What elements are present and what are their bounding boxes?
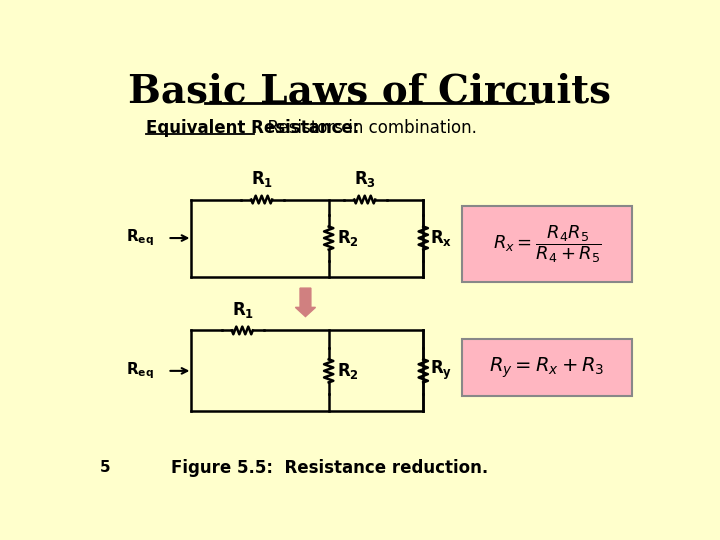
Text: Equivalent Resistance:: Equivalent Resistance: — [145, 119, 359, 137]
Text: $\mathbf{R_{eq}}$: $\mathbf{R_{eq}}$ — [126, 228, 153, 248]
Text: $\mathbf{R_3}$: $\mathbf{R_3}$ — [354, 169, 376, 189]
Text: 5: 5 — [100, 460, 111, 475]
Text: $\mathbf{R_1}$: $\mathbf{R_1}$ — [232, 300, 253, 320]
Text: $\mathit{R_x = \dfrac{R_4 R_5}{R_4 + R_5}}$: $\mathit{R_x = \dfrac{R_4 R_5}{R_4 + R_5… — [492, 223, 601, 265]
FancyArrow shape — [295, 288, 315, 316]
Text: Figure 5.5:  Resistance reduction.: Figure 5.5: Resistance reduction. — [171, 458, 489, 476]
Text: $\mathbf{R_x}$: $\mathbf{R_x}$ — [431, 228, 453, 248]
Text: $\mathbf{R_2}$: $\mathbf{R_2}$ — [337, 361, 359, 381]
Text: $\mathbf{R_1}$: $\mathbf{R_1}$ — [251, 169, 273, 189]
FancyBboxPatch shape — [462, 339, 631, 396]
Text: $\mathbf{R_y}$: $\mathbf{R_y}$ — [431, 359, 453, 382]
FancyBboxPatch shape — [462, 206, 631, 282]
Text: Basic Laws of Circuits: Basic Laws of Circuits — [127, 73, 611, 111]
Text: $\mathit{R_y = R_x + R_3}$: $\mathit{R_y = R_x + R_3}$ — [489, 355, 605, 380]
Text: Resistors in combination.: Resistors in combination. — [256, 119, 477, 137]
Text: $\mathbf{R_2}$: $\mathbf{R_2}$ — [337, 228, 359, 248]
Text: $\mathbf{R_{eq}}$: $\mathbf{R_{eq}}$ — [126, 361, 153, 381]
